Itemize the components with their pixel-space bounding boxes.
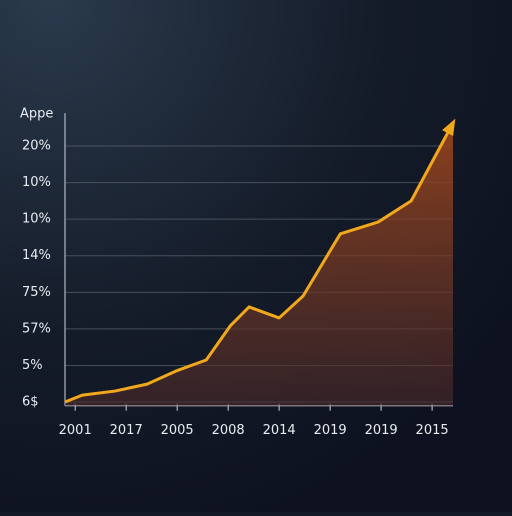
x-tick-label: 2008: [212, 423, 245, 438]
line: [64, 122, 455, 404]
arrow-head: [442, 118, 456, 136]
x-tick-label: 2019: [365, 423, 398, 438]
y-tick-label: 75%: [22, 285, 51, 300]
y-tick-label: 5%: [22, 358, 43, 373]
area: [65, 122, 453, 406]
y-tick-label: 20%: [22, 139, 51, 154]
x-tick-label: 2019: [314, 423, 347, 438]
x-tick-label: 2001: [59, 423, 92, 438]
y-tick-label: 6$: [22, 395, 39, 410]
y-tick-label: 10%: [22, 212, 51, 227]
y-tick-label: 57%: [22, 321, 51, 336]
y-axis-label: Appe: [20, 107, 53, 122]
y-tick-label: 14%: [22, 248, 51, 263]
x-tick-label: 2005: [161, 423, 194, 438]
x-tick-label: 2015: [416, 423, 449, 438]
y-tick-label: 10%: [22, 175, 51, 190]
x-tick-label: 2017: [110, 423, 143, 438]
x-tick-label: 2014: [263, 423, 296, 438]
